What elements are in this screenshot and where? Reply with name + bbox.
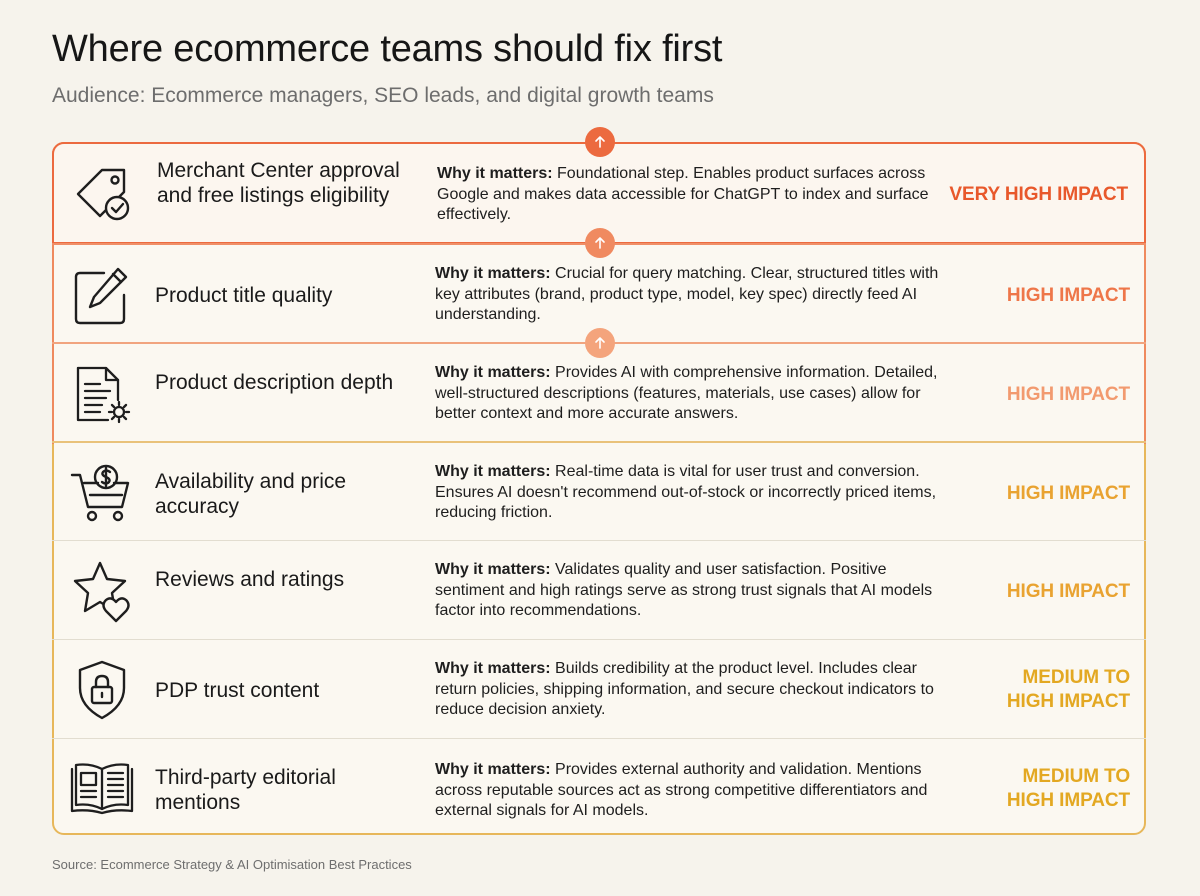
row-name: Product description depth [155,371,394,394]
priority-row-editorial: Third-party editorial mentions Why it ma… [52,738,1146,834]
priority-arrow-badge [585,228,615,258]
row-why: Why it matters: Real-time data is vital … [435,462,955,524]
impact-line-1: MEDIUM TO [1022,667,1131,688]
row-name: PDP trust content [155,679,320,702]
impact-line-2: HIGH IMPACT [1006,691,1130,712]
priority-row-pdp-trust: PDP trust content Why it matters: Builds… [52,639,1146,739]
shield-lock-icon [70,658,134,722]
priority-arrow-badge [585,328,615,358]
why-label: Why it matters: [435,364,551,381]
row-why: Why it matters: Foundational step. Enabl… [437,164,957,226]
edit-icon [70,263,134,327]
why-text: Provides external authority and validati… [435,761,928,819]
row-name: Reviews and ratings [155,568,345,591]
row-name: Third-party editorial mentions [155,766,336,814]
impact-label: VERY HIGH IMPACT [949,184,1128,205]
row-why: Why it matters: Provides AI with compreh… [435,363,955,425]
row-name: Merchant Center approval and free listin… [157,159,400,207]
arrow-up-icon [595,237,605,249]
why-label: Why it matters: [435,265,551,282]
why-label: Why it matters: [437,165,553,182]
impact-label: HIGH IMPACT [1006,483,1130,504]
cart-dollar-icon [70,461,134,525]
priority-row-merchant-center: Merchant Center approval and free listin… [52,142,1146,244]
impact-label: HIGH IMPACT [1006,384,1130,405]
document-gear-icon [70,362,134,426]
priority-row-availability: Availability and price accuracy Why it m… [52,441,1146,541]
why-text: Builds credibility at the product level.… [435,660,934,718]
impact-label: HIGH IMPACT [1006,581,1130,602]
source-note: Source: Ecommerce Strategy & AI Optimisa… [52,857,412,872]
row-why: Why it matters: Builds credibility at th… [435,659,955,721]
open-book-icon [70,755,134,819]
impact-label: MEDIUM TO HIGH IMPACT [930,765,1130,813]
row-name: Product title quality [155,284,333,307]
row-name: Availability and price accuracy [155,470,347,518]
why-label: Why it matters: [435,660,551,677]
tag-check-icon [72,162,136,226]
impact-line-1: MEDIUM TO [1022,766,1131,787]
page-subtitle: Audience: Ecommerce managers, SEO leads,… [52,84,714,107]
priority-arrow-badge [585,127,615,157]
why-label: Why it matters: [435,561,551,578]
impact-label: MEDIUM TO HIGH IMPACT [930,666,1130,714]
arrow-up-icon [595,136,605,148]
row-why: Why it matters: Provides external author… [435,760,955,822]
why-text: Real-time data is vital for user trust a… [435,463,937,521]
page-title: Where ecommerce teams should fix first [52,28,723,70]
impact-line-2: HIGH IMPACT [1006,790,1130,811]
impact-label: HIGH IMPACT [1006,285,1130,306]
why-text: Foundational step. Enables product surfa… [437,165,929,223]
priority-row-title-quality: Product title quality Why it matters: Cr… [52,243,1146,343]
priority-row-reviews: Reviews and ratings Why it matters: Vali… [52,540,1146,640]
arrow-up-icon [595,337,605,349]
row-why: Why it matters: Validates quality and us… [435,560,955,622]
why-text: Validates quality and user satisfaction.… [435,561,933,619]
star-heart-icon [70,559,134,623]
row-why: Why it matters: Crucial for query matchi… [435,264,955,326]
why-text: Provides AI with comprehensive informati… [435,364,938,422]
why-text: Crucial for query matching. Clear, struc… [435,265,939,323]
why-label: Why it matters: [435,761,551,778]
why-label: Why it matters: [435,463,551,480]
